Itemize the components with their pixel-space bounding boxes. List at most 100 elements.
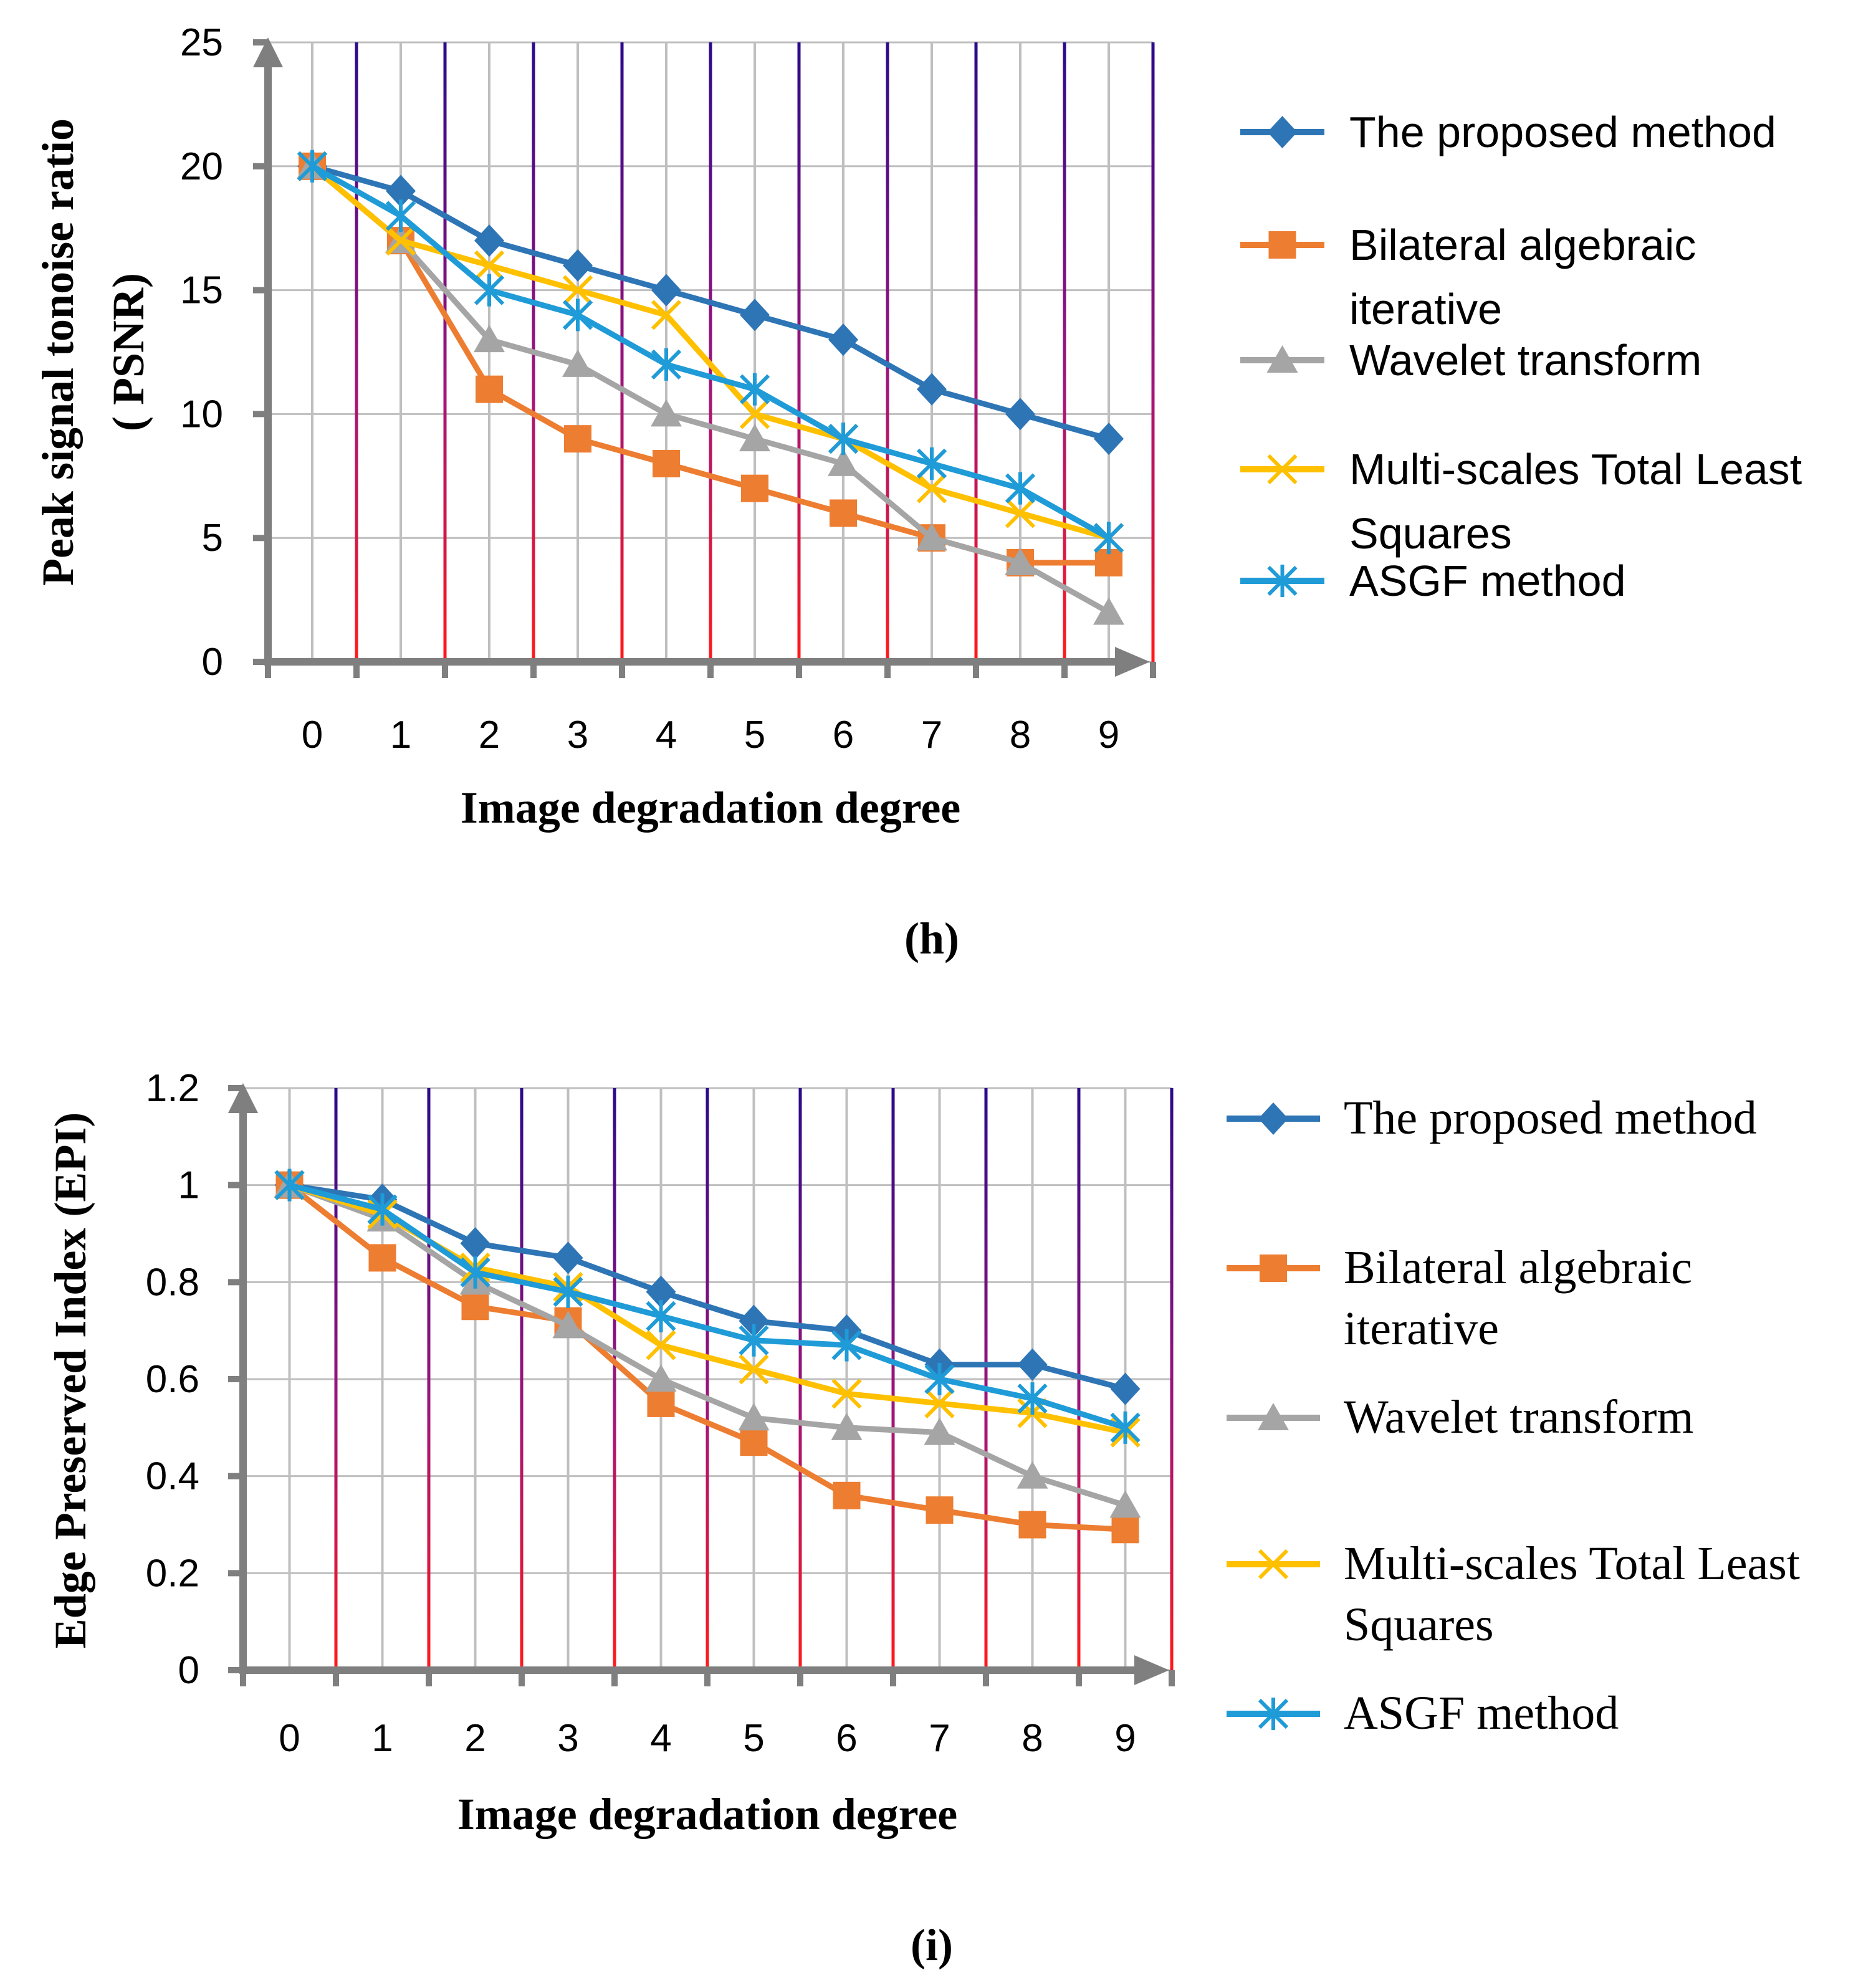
category-divider-line <box>891 1088 895 1670</box>
data-point-marker <box>367 1193 398 1226</box>
data-point-marker <box>924 1388 955 1419</box>
legend-label: iterative <box>1349 285 1502 333</box>
legend-swatch-marker <box>1258 1403 1289 1430</box>
chart-panel-h: 0 5 10 15 20 25 0 1 2 3 4 5 6 7 8 9 Image degradation de… <box>33 21 1802 963</box>
legend-label: The proposed method <box>1344 1092 1757 1144</box>
x-tick-label: 8 <box>1022 1717 1043 1760</box>
data-point-marker <box>562 299 593 332</box>
legend-item: The proposed method <box>1240 108 1776 156</box>
y-tick-label: 0 <box>202 641 223 684</box>
data-point-marker <box>474 274 505 307</box>
series-line <box>287 1182 1128 1431</box>
legend-label: Bilateral algebraic <box>1349 221 1696 269</box>
data-point-marker <box>740 299 770 332</box>
legend-item: Multi-scales Total Least Squares <box>1240 445 1802 558</box>
data-point-marker <box>1017 1461 1048 1489</box>
data-point-marker <box>386 174 416 208</box>
x-tick-label: 7 <box>921 714 942 757</box>
category-divider-line <box>427 1088 431 1670</box>
legend-label: Wavelet transform <box>1344 1391 1694 1443</box>
y-axis-title: Edge Preserved Index (EPI) <box>45 1112 95 1649</box>
data-point-marker <box>926 1496 954 1524</box>
data-point-marker <box>651 348 682 381</box>
chart-panel-i: 0 0.2 0.4 0.6 0.8 1 1.2 0 1 2 3 4 5 6 7 8 9 Image degrada… <box>45 1067 1800 1970</box>
category-divider-line <box>620 42 624 662</box>
data-point-marker <box>553 1275 583 1308</box>
y-axis-arrowhead <box>253 37 283 67</box>
data-point-marker <box>562 275 593 305</box>
data-point-marker <box>274 1168 305 1202</box>
y-tick-label: 0 <box>178 1649 199 1692</box>
data-point-marker <box>297 150 328 183</box>
legend: The proposed method Bilateral algebraic it… <box>1227 1092 1800 1739</box>
data-point-marker <box>916 447 947 480</box>
x-axis-title: Image degradation degree <box>461 783 961 833</box>
data-point-marker <box>916 523 947 551</box>
legend-swatch-marker <box>1266 345 1298 373</box>
data-point-marker <box>831 1412 863 1440</box>
y-tick-label: 1.2 <box>146 1067 199 1110</box>
legend-swatch-marker <box>1267 565 1298 597</box>
data-point-marker <box>738 1403 770 1431</box>
x-tick-label: 7 <box>929 1717 950 1760</box>
data-point-marker <box>740 1428 768 1456</box>
legend-item: The proposed method <box>1227 1092 1757 1144</box>
category-divider-line <box>984 1088 988 1670</box>
x-tick-label: 9 <box>1098 714 1119 757</box>
x-axis-arrowhead <box>1115 647 1150 677</box>
y-axis-arrowhead <box>228 1083 258 1113</box>
data-point-marker <box>653 449 680 477</box>
y-tick-label: 10 <box>180 393 223 436</box>
legend-swatch-marker <box>1268 231 1296 259</box>
data-point-marker <box>739 1354 769 1385</box>
legend-label: Bilateral algebraic <box>1344 1241 1692 1294</box>
legend-label: Wavelet transform <box>1349 336 1701 385</box>
data-point-marker <box>474 325 505 353</box>
data-point-marker <box>476 375 503 403</box>
series-line <box>287 1182 1128 1532</box>
data-point-marker <box>924 1363 955 1395</box>
legend-swatch-marker <box>1267 454 1298 485</box>
series-line <box>309 163 1112 615</box>
legend-swatch-marker <box>1258 1102 1288 1135</box>
data-point-marker <box>739 1324 769 1357</box>
legend-label: ASGF method <box>1344 1687 1619 1739</box>
data-point-marker <box>833 1481 861 1509</box>
x-tick-label: 0 <box>302 714 323 757</box>
category-divider-line <box>706 1088 709 1670</box>
data-point-marker <box>368 1244 396 1272</box>
category-divider-line <box>1170 1088 1174 1670</box>
data-point-marker <box>645 1364 677 1392</box>
y-tick-label: 0.2 <box>146 1552 199 1595</box>
data-point-marker <box>553 1241 583 1274</box>
y-tick-label: 15 <box>180 269 223 312</box>
data-point-marker <box>1109 1490 1141 1518</box>
x-tick-label: 4 <box>650 1717 671 1760</box>
x-tick-label: 4 <box>656 714 677 757</box>
x-tick-label: 3 <box>567 714 588 757</box>
data-point-marker <box>563 249 593 282</box>
series-line <box>309 163 1112 442</box>
data-point-marker <box>739 1304 769 1337</box>
data-point-marker <box>647 1389 675 1417</box>
data-point-marker <box>1005 498 1036 528</box>
legend-item: Bilateral algebraic iterative <box>1227 1241 1692 1355</box>
x-tick-label: 5 <box>743 1717 764 1760</box>
legend-item: ASGF method <box>1227 1687 1619 1739</box>
series-line <box>287 1182 1128 1508</box>
y-tick-label: 0.4 <box>146 1455 199 1498</box>
category-divider-line <box>974 42 978 662</box>
data-point-marker <box>1110 1372 1141 1405</box>
series-line <box>309 163 1112 541</box>
data-point-marker <box>739 399 770 429</box>
data-point-marker <box>739 424 770 452</box>
data-point-marker <box>460 1256 490 1289</box>
x-tick-label: 2 <box>464 1717 486 1760</box>
panel-caption: (i) <box>911 1920 953 1970</box>
data-point-marker <box>646 1330 676 1360</box>
x-tick-label: 1 <box>371 1717 393 1760</box>
data-point-marker <box>831 1379 862 1409</box>
data-point-marker <box>1110 1411 1141 1444</box>
category-divider-line <box>886 42 889 662</box>
